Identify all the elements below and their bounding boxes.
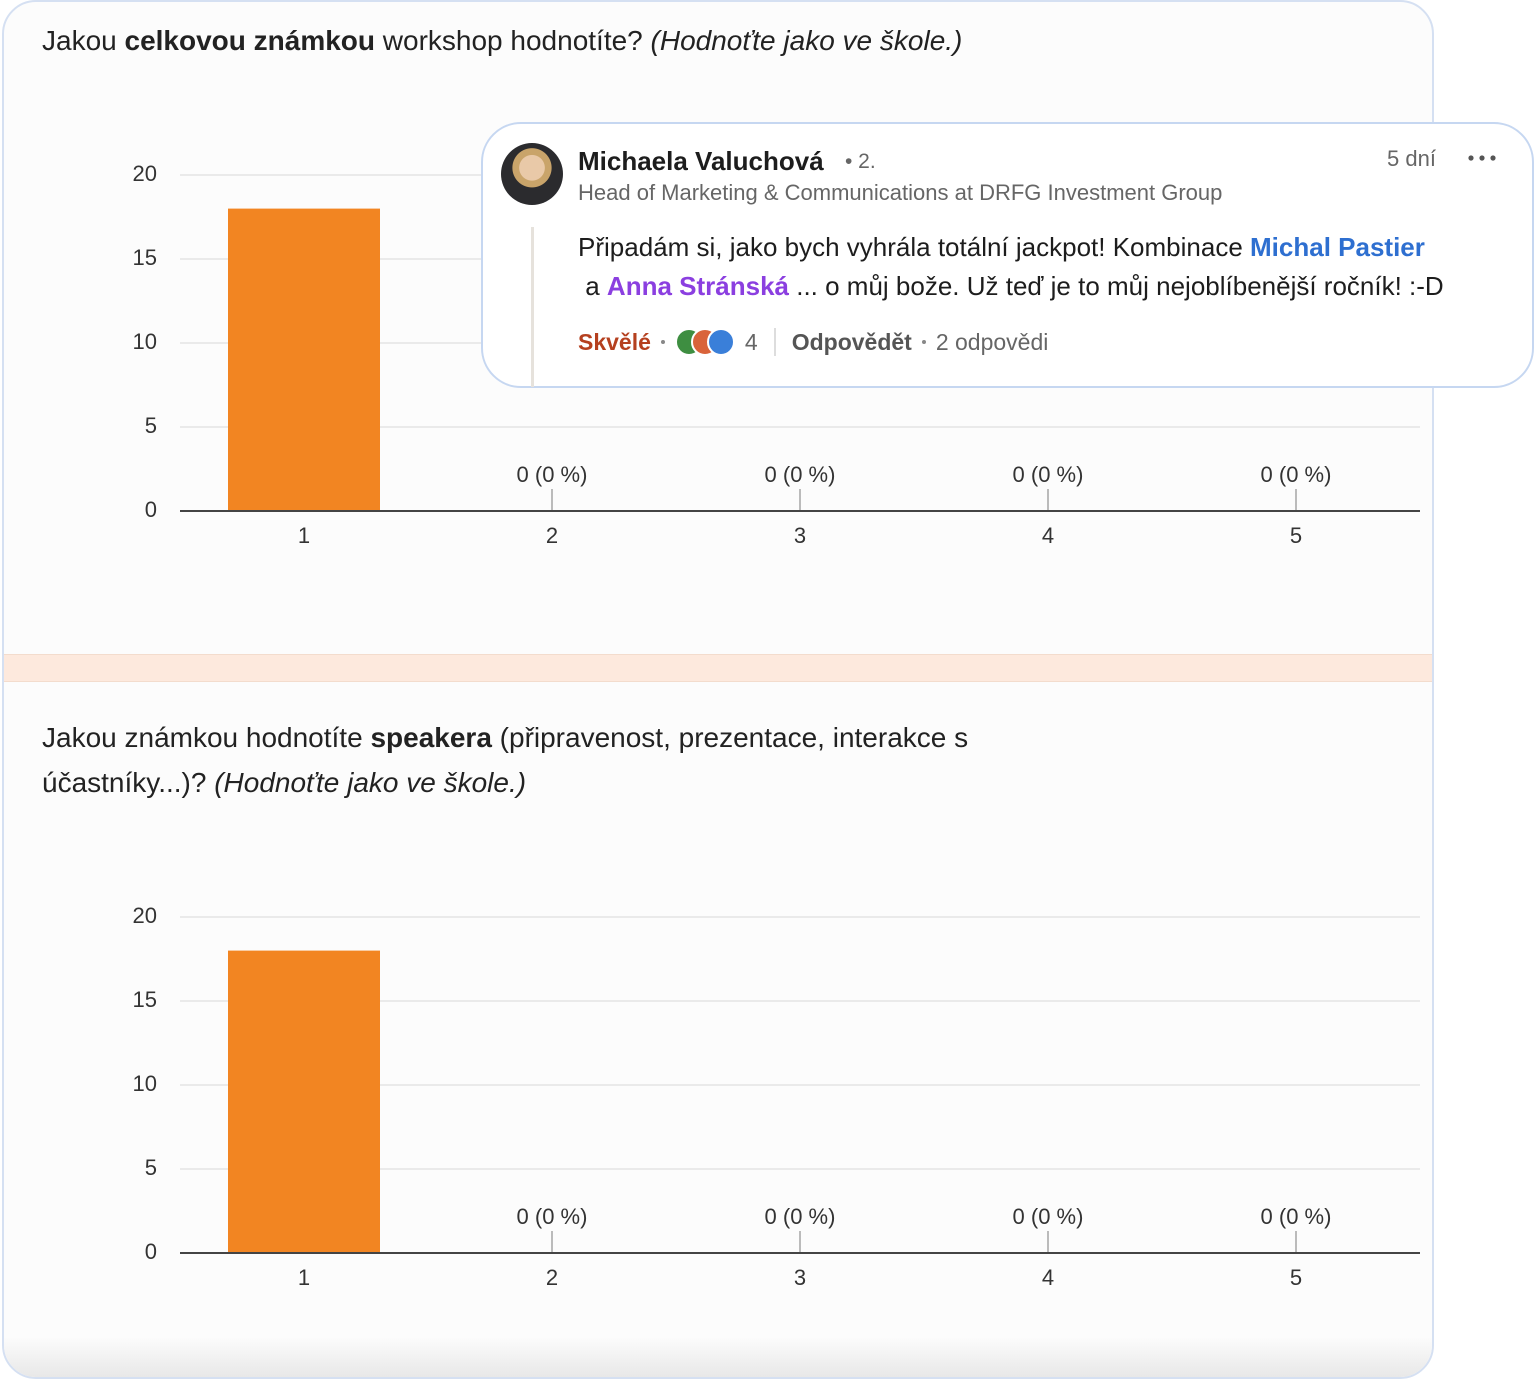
x-tick-label: 1 [298, 1265, 310, 1290]
text-part: ... o můj bože. Už teď je to můj nejoblí… [789, 271, 1444, 301]
value-label: 0 (0 %) [1261, 462, 1332, 487]
question-title: Jakou celkovou známkou workshop hodnotít… [42, 18, 962, 63]
value-label: 0 (0 %) [765, 462, 836, 487]
bar [228, 950, 380, 1253]
comment-text: Připadám si, jako bych vyhrála totální j… [578, 228, 1518, 306]
bar [228, 208, 380, 511]
mention[interactable]: Anna Stránská [606, 271, 789, 301]
value-label: 0 (0 %) [517, 462, 588, 487]
x-tick-label: 1 [298, 523, 310, 548]
value-label: 0 (0 %) [1013, 1204, 1084, 1229]
text-part: a [578, 271, 607, 301]
x-tick-label: 5 [1290, 523, 1302, 548]
x-tick-label: 4 [1042, 523, 1054, 548]
y-tick-label: 0 [145, 1239, 157, 1264]
value-label: 0 (0 %) [1013, 462, 1084, 487]
x-tick-label: 4 [1042, 1265, 1054, 1290]
question-title: Jakou známkou hodnotíte speakera (připra… [42, 715, 1072, 805]
title-part: celkovou známkou [124, 25, 376, 56]
comment-actions: Skvělé 4 Odpovědět 2 odpovědi [578, 328, 1048, 356]
reply-button[interactable]: Odpovědět [791, 328, 912, 355]
icon [706, 328, 735, 356]
reaction-icons [674, 328, 735, 356]
comment-time: 5 dní [1387, 146, 1436, 171]
y-tick-label: 10 [133, 329, 157, 354]
more-menu[interactable] [1467, 154, 1497, 162]
comment-card: Michaela Valuchová • 2. Head of Marketin… [481, 122, 1534, 388]
y-tick-label: 15 [133, 245, 157, 270]
value-label: 0 (0 %) [517, 1204, 588, 1229]
value-label: 0 (0 %) [765, 1204, 836, 1229]
x-tick-label: 2 [546, 1265, 558, 1290]
title-part: (Hodnoťte jako ve škole.) [214, 767, 527, 798]
y-tick-label: 10 [133, 1071, 157, 1096]
x-tick-label: 5 [1290, 1265, 1302, 1290]
y-tick-label: 20 [133, 161, 157, 186]
x-tick-label: 2 [546, 523, 558, 548]
mention[interactable]: Michal Pastier [1250, 232, 1425, 262]
y-tick-label: 5 [145, 413, 157, 438]
section-divider [4, 654, 1432, 682]
author-headline: Head of Marketing & Communications at DR… [578, 180, 1223, 205]
y-tick-label: 0 [145, 497, 157, 522]
reaction-count[interactable]: 4 [744, 328, 758, 355]
y-tick-label: 15 [133, 987, 157, 1012]
text-part: Připadám si, jako bych vyhrála totální j… [578, 232, 1251, 262]
y-tick-label: 5 [145, 1155, 157, 1180]
title-part: (připravenost, prezentace, interakce s ú… [42, 722, 976, 798]
title-part: (Hodnoťte jako ve škole.) [650, 25, 963, 56]
card-shade [4, 1337, 1432, 1377]
title-part: Jakou [42, 25, 125, 56]
separator [773, 328, 776, 356]
title-part: workshop hodnotíte? [375, 25, 651, 56]
x-tick-label: 3 [794, 523, 806, 548]
y-tick-label: 20 [133, 903, 157, 928]
title-part: Jakou známkou hodnotíte [42, 722, 371, 753]
replies-link[interactable]: 2 odpovědi [935, 328, 1049, 355]
avatar[interactable] [501, 143, 563, 205]
separator-dot [921, 340, 926, 344]
connection-degree: • 2. [845, 150, 876, 173]
author-name[interactable]: Michaela Valuchová [578, 146, 824, 176]
reaction-button[interactable]: Skvělé [578, 328, 651, 355]
value-label: 0 (0 %) [1261, 1204, 1332, 1229]
thread-line [531, 227, 534, 387]
x-tick-label: 3 [794, 1265, 806, 1290]
separator-dot [660, 340, 665, 344]
title-part: speakera [370, 722, 492, 753]
